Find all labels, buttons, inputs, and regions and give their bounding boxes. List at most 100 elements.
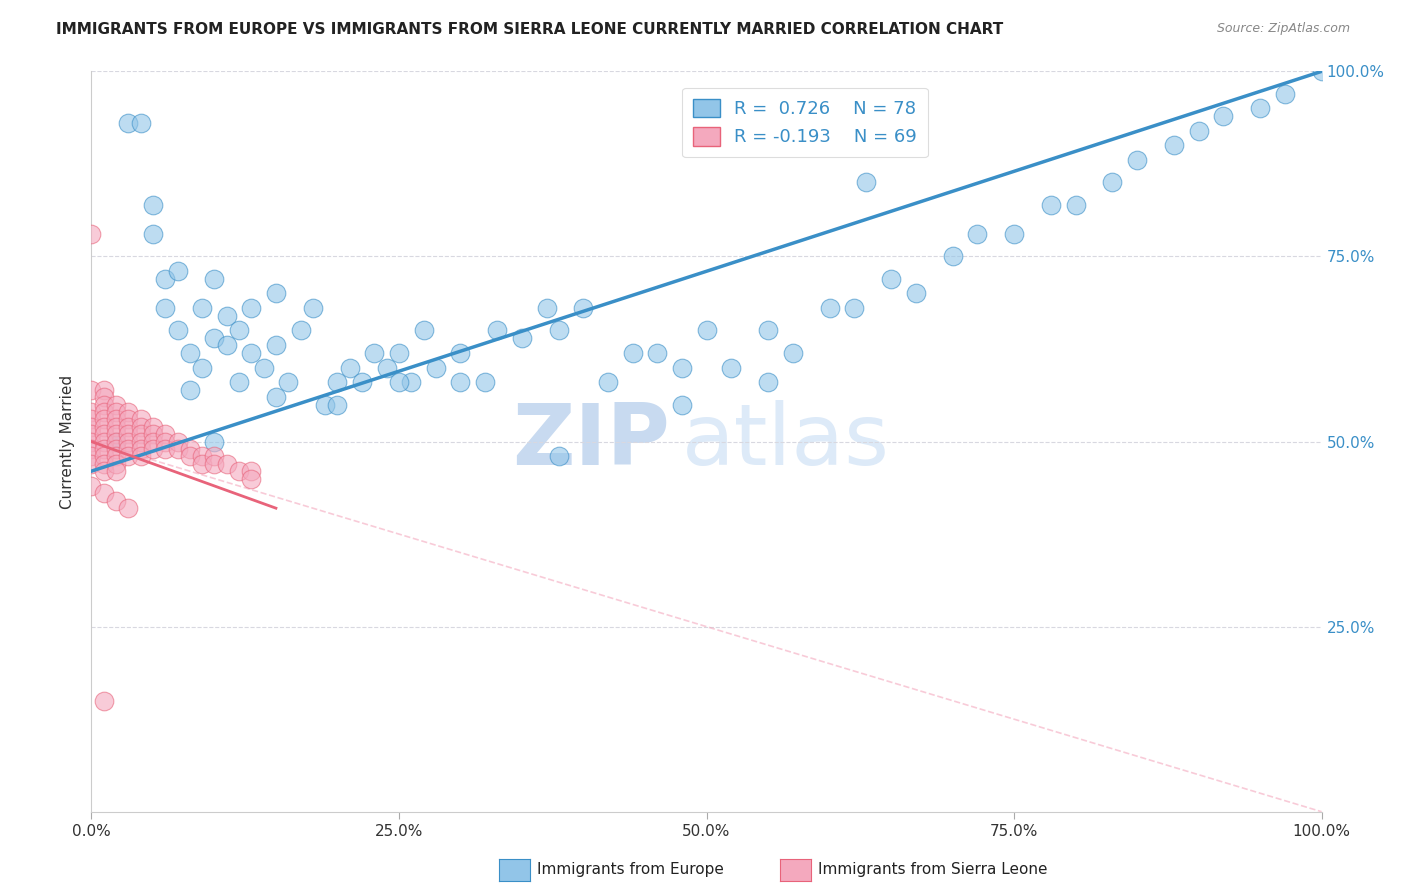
- Legend: R =  0.726    N = 78, R = -0.193    N = 69: R = 0.726 N = 78, R = -0.193 N = 69: [682, 87, 928, 157]
- Point: [179, 450, 201, 464]
- Point: [941, 250, 963, 264]
- Point: [486, 324, 509, 338]
- Point: [166, 264, 188, 278]
- Point: [228, 464, 250, 478]
- Point: [215, 457, 238, 471]
- Point: [93, 427, 115, 442]
- Point: [80, 442, 103, 456]
- Point: [105, 434, 127, 449]
- Point: [191, 301, 214, 316]
- Point: [375, 360, 398, 375]
- Text: Immigrants from Sierra Leone: Immigrants from Sierra Leone: [818, 863, 1047, 877]
- Point: [536, 301, 558, 316]
- Point: [117, 116, 139, 130]
- Point: [105, 493, 127, 508]
- Text: Source: ZipAtlas.com: Source: ZipAtlas.com: [1216, 22, 1350, 36]
- Point: [202, 271, 225, 285]
- Point: [153, 442, 177, 456]
- Point: [412, 324, 434, 338]
- Point: [153, 434, 177, 449]
- Point: [1101, 175, 1123, 190]
- Text: Immigrants from Europe: Immigrants from Europe: [537, 863, 724, 877]
- Point: [756, 376, 779, 390]
- Point: [105, 427, 127, 442]
- Point: [547, 324, 569, 338]
- Point: [153, 301, 177, 316]
- Point: [399, 376, 422, 390]
- Point: [596, 376, 619, 390]
- Point: [264, 390, 287, 404]
- Point: [671, 397, 693, 411]
- Point: [105, 405, 127, 419]
- Point: [264, 338, 287, 352]
- Point: [93, 442, 115, 456]
- Point: [105, 397, 127, 411]
- Point: [129, 412, 152, 426]
- Point: [166, 434, 188, 449]
- Point: [93, 383, 115, 397]
- Point: [93, 486, 115, 500]
- Point: [129, 419, 152, 434]
- Point: [1310, 64, 1333, 78]
- Point: [425, 360, 447, 375]
- Point: [314, 397, 336, 411]
- Point: [215, 309, 238, 323]
- Point: [80, 450, 103, 464]
- Point: [80, 405, 103, 419]
- Point: [142, 434, 165, 449]
- Point: [388, 376, 411, 390]
- Point: [93, 464, 115, 478]
- Point: [166, 442, 188, 456]
- Point: [301, 301, 323, 316]
- Point: [93, 450, 115, 464]
- Point: [782, 345, 804, 359]
- Point: [117, 501, 139, 516]
- Point: [240, 464, 263, 478]
- Point: [105, 442, 127, 456]
- Point: [1274, 87, 1296, 101]
- Point: [1126, 153, 1149, 168]
- Point: [80, 412, 103, 426]
- Point: [277, 376, 299, 390]
- Point: [142, 419, 165, 434]
- Point: [1249, 102, 1271, 116]
- Point: [228, 324, 250, 338]
- Point: [117, 434, 139, 449]
- Point: [202, 434, 225, 449]
- Point: [695, 324, 717, 338]
- Point: [228, 376, 250, 390]
- Point: [202, 331, 225, 345]
- Point: [105, 434, 127, 449]
- Point: [129, 434, 152, 449]
- Point: [1002, 227, 1025, 242]
- Point: [129, 450, 152, 464]
- Point: [240, 471, 263, 485]
- Point: [474, 376, 496, 390]
- Point: [129, 116, 152, 130]
- Point: [129, 442, 152, 456]
- Point: [326, 376, 349, 390]
- Point: [80, 434, 103, 449]
- Point: [202, 450, 225, 464]
- Point: [80, 383, 103, 397]
- Point: [621, 345, 644, 359]
- Point: [142, 427, 165, 442]
- Point: [93, 405, 115, 419]
- Point: [1064, 197, 1087, 211]
- Point: [449, 345, 471, 359]
- Point: [264, 286, 287, 301]
- Point: [1163, 138, 1185, 153]
- Point: [449, 376, 471, 390]
- Point: [202, 457, 225, 471]
- Text: ZIP: ZIP: [512, 400, 669, 483]
- Point: [388, 345, 411, 359]
- Point: [105, 457, 127, 471]
- Point: [142, 197, 165, 211]
- Point: [191, 360, 214, 375]
- Point: [547, 450, 569, 464]
- Point: [166, 324, 188, 338]
- Point: [1212, 109, 1234, 123]
- Text: atlas: atlas: [682, 400, 890, 483]
- Point: [191, 457, 214, 471]
- Point: [572, 301, 595, 316]
